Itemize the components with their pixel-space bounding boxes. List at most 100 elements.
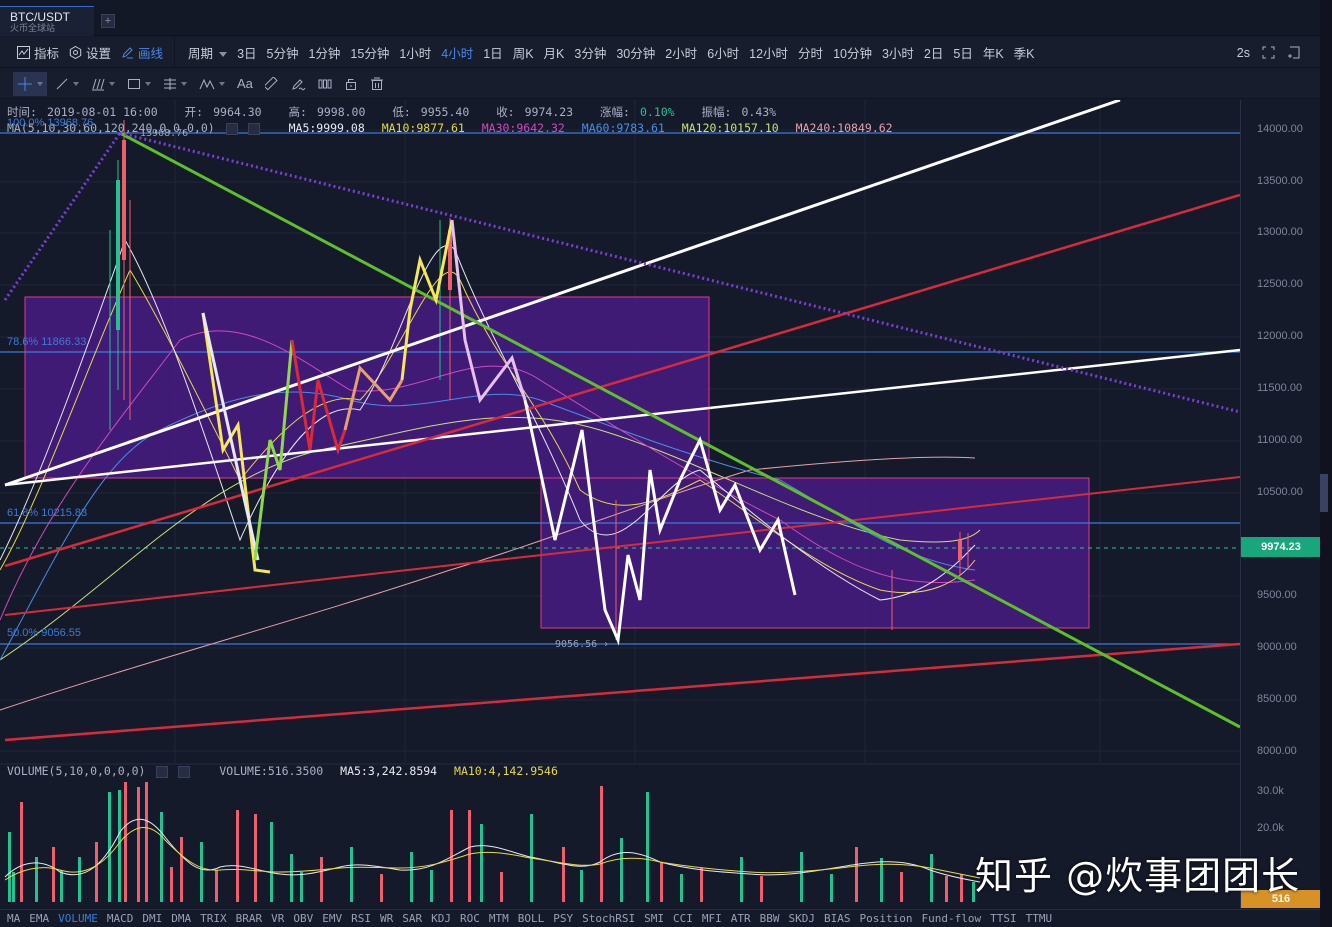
- ruler-icon: [264, 76, 278, 90]
- period-5d[interactable]: 5日: [953, 46, 973, 61]
- period-timeline[interactable]: 分时: [798, 46, 824, 61]
- lock-tool[interactable]: [340, 72, 362, 96]
- indicator-rsi[interactable]: RSI: [351, 912, 371, 925]
- indicator-trix[interactable]: TRIX: [200, 912, 227, 925]
- trash-icon: [370, 77, 383, 90]
- settings-button[interactable]: 设置: [64, 43, 116, 62]
- indicator-sar[interactable]: SAR: [402, 912, 423, 925]
- indicator-boll[interactable]: BOLL: [517, 912, 545, 925]
- fib-tool[interactable]: [159, 72, 191, 96]
- channel-icon: [92, 78, 105, 90]
- period-1m[interactable]: 1分钟: [308, 46, 341, 61]
- indicator-mtm[interactable]: MTM: [488, 912, 509, 925]
- indicator-kdj[interactable]: KDJ: [431, 912, 451, 925]
- period-1w[interactable]: 周K: [512, 46, 534, 61]
- fullscreen-icon[interactable]: [1262, 46, 1275, 59]
- high-label: 高:: [288, 105, 307, 119]
- indicator-ema[interactable]: EMA: [29, 912, 50, 925]
- period-1d[interactable]: 1日: [483, 46, 503, 61]
- open-value: 9964.30: [213, 105, 262, 119]
- indicator-vr[interactable]: VR: [271, 912, 285, 925]
- volume-chart[interactable]: [0, 762, 1240, 908]
- period-10m[interactable]: 10分钟: [833, 46, 872, 61]
- indicator-bbw[interactable]: BBW: [759, 912, 780, 925]
- period-5m[interactable]: 5分钟: [266, 46, 299, 61]
- scrollbar[interactable]: [1320, 0, 1332, 927]
- price-tick: 9000.00: [1257, 641, 1297, 653]
- period-15m[interactable]: 15分钟: [350, 46, 390, 61]
- wave-tool[interactable]: [195, 72, 229, 96]
- refresh-interval[interactable]: 2s: [1236, 45, 1250, 60]
- indicator-dmi[interactable]: DMI: [142, 912, 163, 925]
- chevron-down-icon: [219, 81, 225, 86]
- fibonacci-lines[interactable]: [0, 132, 1240, 645]
- period-quarter[interactable]: 季K: [1013, 46, 1035, 61]
- tab-btc-usdt[interactable]: BTC/USDT 火币全球站: [0, 6, 94, 36]
- period-1mo[interactable]: 月K: [543, 46, 565, 61]
- indicators-button[interactable]: 指标: [12, 43, 64, 62]
- ruler-tool[interactable]: [261, 72, 283, 96]
- scroll-handle[interactable]: [1320, 474, 1328, 512]
- indicator-ttsi[interactable]: TTSI: [990, 912, 1017, 925]
- indicator-volume[interactable]: VOLUME: [58, 912, 98, 925]
- period-30m[interactable]: 30分钟: [616, 46, 656, 61]
- indicator-roc[interactable]: ROC: [460, 912, 480, 925]
- indicator-smi[interactable]: SMI: [644, 912, 664, 925]
- trend-line-tool[interactable]: [51, 72, 83, 96]
- period-3m[interactable]: 3分钟: [574, 46, 607, 61]
- indicator-fund-flow[interactable]: Fund-flow: [921, 912, 982, 925]
- toolbar-divider: [174, 36, 176, 68]
- indicator-ma[interactable]: MA: [7, 912, 21, 925]
- new-window-icon[interactable]: [1287, 46, 1300, 59]
- add-tab-button[interactable]: +: [101, 14, 115, 28]
- close-icon[interactable]: [247, 122, 260, 135]
- indicator-wr[interactable]: WR: [380, 912, 394, 925]
- close-icon[interactable]: [178, 765, 191, 778]
- indicator-macd[interactable]: MACD: [106, 912, 134, 925]
- wave-annotations[interactable]: [201, 219, 797, 646]
- indicator-brar[interactable]: BRAR: [235, 912, 263, 925]
- indicator-atr[interactable]: ATR: [730, 912, 751, 925]
- indicator-emv[interactable]: EMV: [322, 912, 343, 925]
- chevron-down-icon: [109, 81, 115, 86]
- brush-tool[interactable]: [287, 72, 310, 96]
- period-2d[interactable]: 2日: [923, 46, 944, 61]
- rectangle-tool[interactable]: [123, 72, 155, 96]
- gear-icon[interactable]: [225, 122, 238, 135]
- channel-tool[interactable]: [87, 72, 119, 96]
- indicator-skdj[interactable]: SKDJ: [788, 912, 815, 925]
- text-tool[interactable]: Aa: [233, 72, 257, 96]
- high-marker: 13968.76: [140, 128, 188, 139]
- indicator-position[interactable]: Position: [859, 912, 913, 925]
- period-2h[interactable]: 2小时: [665, 46, 698, 61]
- indicator-stochrsi[interactable]: StochRSI: [582, 912, 636, 925]
- draw-button[interactable]: 画线: [116, 43, 168, 62]
- period-dropdown[interactable]: 周期: [183, 43, 232, 62]
- indicator-psy[interactable]: PSY: [553, 912, 574, 925]
- upper-range-box[interactable]: [24, 296, 710, 479]
- price-chart[interactable]: 13968.76 9056.56 ›: [0, 100, 1240, 762]
- delete-tool[interactable]: [366, 72, 388, 96]
- pattern-tool[interactable]: [314, 72, 336, 96]
- period-12h[interactable]: 12小时: [749, 46, 789, 61]
- period-1y[interactable]: 年K: [982, 46, 1004, 61]
- indicator-ttmu[interactable]: TTMU: [1025, 912, 1053, 925]
- period-3h[interactable]: 3小时: [881, 46, 914, 61]
- indicator-dma[interactable]: DMA: [171, 912, 192, 925]
- indicator-cci[interactable]: CCI: [672, 912, 693, 925]
- period-4h[interactable]: 4小时: [441, 46, 474, 61]
- change-value: 0.10%: [639, 105, 675, 119]
- period-3d[interactable]: 3日: [237, 46, 257, 61]
- indicator-obv[interactable]: OBV: [293, 912, 314, 925]
- tab-exchange: 火币全球站: [10, 23, 56, 33]
- period-1h[interactable]: 1小时: [399, 46, 432, 61]
- indicator-mfi[interactable]: MFI: [701, 912, 722, 925]
- chart-area[interactable]: 13968.76 9056.56 › 时间: 2019-08-01 16:00 开…: [0, 100, 1321, 910]
- indicator-bias[interactable]: BIAS: [823, 912, 851, 925]
- trend-lines[interactable]: [3, 100, 1240, 742]
- period-6h[interactable]: 6小时: [707, 46, 740, 61]
- price-axis[interactable]: 14000.00 13500.00 13000.00 12500.00 1200…: [1240, 100, 1321, 910]
- crosshair-tool[interactable]: [13, 71, 47, 96]
- chevron-down-icon: [181, 81, 187, 86]
- gear-icon[interactable]: [156, 765, 169, 778]
